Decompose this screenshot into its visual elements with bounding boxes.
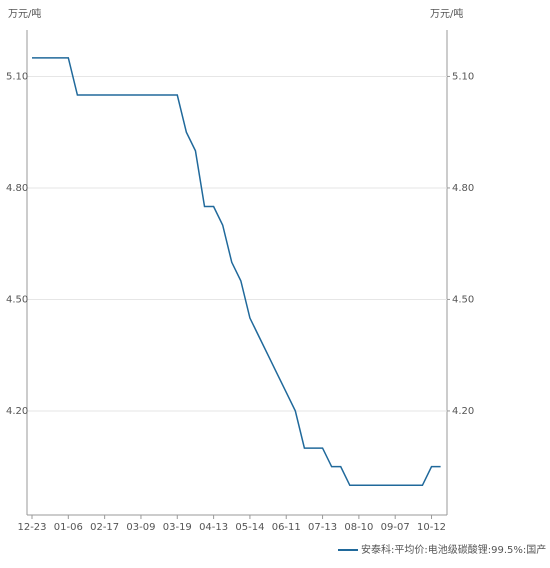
y-axis-label: 万元/吨 [8,7,41,20]
y-tick-label: 4.80 [6,183,28,194]
x-tick-label: 08-10 [344,522,373,533]
y2-tick-label: 5.10 [452,71,474,82]
y-tick-label: 4.50 [6,294,28,305]
x-tick-label: 06-11 [272,522,301,533]
y2-axis-label: 万元/吨 [430,7,463,20]
x-tick-label: 09-07 [381,522,410,533]
x-tick-label: 05-14 [235,522,264,533]
x-tick-label: 10-12 [417,522,446,533]
x-tick-label: 02-17 [90,522,119,533]
y-tick-label: 4.20 [6,406,28,417]
y2-tick-label: 4.80 [452,183,474,194]
x-tick-label: 03-09 [126,522,155,533]
x-tick-label: 04-13 [199,522,228,533]
x-tick-label: 03-19 [163,522,192,533]
x-tick-label: 12-23 [17,522,46,533]
x-tick-label: 01-06 [54,522,83,533]
y2-tick-label: 4.50 [452,294,474,305]
series-line [32,57,441,487]
x-tick-label: 07-13 [308,522,337,533]
y2-tick-label: 4.20 [452,406,474,417]
y-tick-label: 5.10 [6,71,28,82]
legend-label: 安泰科:平均价:电池级碳酸锂:99.5%:国产 [361,543,546,556]
